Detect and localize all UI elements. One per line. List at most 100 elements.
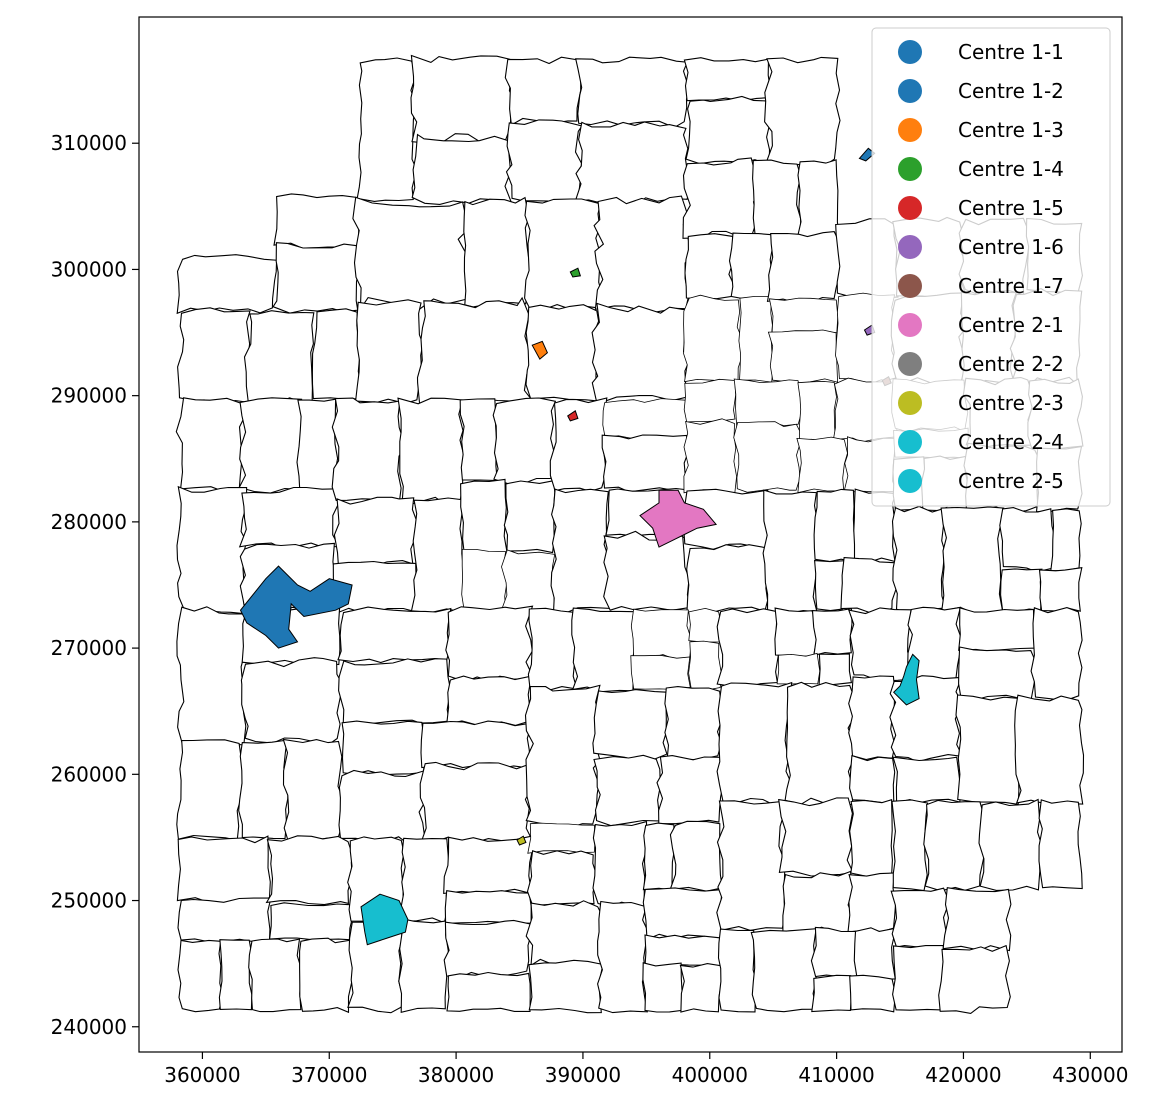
boundary-region — [602, 398, 690, 441]
plot-area — [175, 54, 1085, 1014]
legend-label: Centre 1-5 — [958, 196, 1064, 220]
boundary-region — [400, 837, 450, 924]
boundary-region — [341, 720, 425, 776]
boundary-region — [176, 739, 244, 841]
boundary-region — [840, 557, 898, 614]
boundary-region — [847, 607, 912, 682]
boundary-region — [419, 761, 535, 844]
boundary-region — [550, 488, 612, 614]
boundary-region — [177, 307, 251, 405]
boundary-region — [642, 887, 723, 941]
legend-marker — [898, 313, 922, 337]
boundary-region — [849, 798, 893, 878]
boundary-region — [891, 505, 948, 613]
boundary-region — [331, 397, 407, 505]
boundary-region — [238, 486, 341, 549]
x-tick-label: 400000 — [672, 1063, 748, 1087]
boundary-region — [958, 607, 1037, 652]
boundary-region — [460, 478, 508, 554]
boundary-region — [592, 820, 648, 908]
boundary-region — [796, 436, 848, 494]
boundary-region — [679, 963, 723, 1013]
boundary-region — [176, 606, 247, 746]
boundary-region — [1038, 799, 1083, 890]
legend-marker — [898, 391, 922, 415]
boundary-region — [176, 485, 248, 615]
boundary-region — [445, 605, 535, 683]
boundary-region — [656, 755, 725, 825]
boundary-region — [684, 233, 735, 300]
boundary-region — [176, 835, 271, 905]
boundary-region — [352, 196, 471, 311]
boundary-region — [410, 497, 466, 614]
boundary-region — [527, 607, 578, 692]
legend-marker — [898, 118, 922, 142]
boundary-region — [420, 720, 533, 769]
boundary-region — [265, 835, 354, 906]
boundary-region — [813, 488, 858, 563]
x-axis: 360000 370000 380000 390000 400000 410000 4200… — [164, 1052, 1128, 1087]
boundary-region — [282, 738, 345, 843]
x-tick-label: 360000 — [164, 1063, 240, 1087]
boundary-region — [848, 675, 896, 761]
legend-label: Centre 1-7 — [958, 274, 1064, 298]
boundary-region — [849, 974, 896, 1013]
legend-label: Centre 1-2 — [958, 79, 1064, 103]
boundary-region — [774, 607, 817, 657]
boundary-region — [717, 928, 757, 1013]
boundary-region — [1030, 607, 1083, 702]
legend-label: Centre 2-1 — [958, 313, 1064, 337]
centre-region — [531, 340, 549, 360]
boundary-region — [549, 397, 608, 492]
boundary-region — [1050, 508, 1082, 572]
boundary-region — [685, 95, 772, 167]
boundary-region — [644, 934, 723, 968]
boundary-region — [218, 939, 253, 1011]
boundary-region — [505, 119, 583, 205]
boundary-region — [593, 195, 693, 313]
legend-marker — [898, 469, 922, 493]
centre-region — [569, 267, 582, 278]
legend-label: Centre 2-5 — [958, 469, 1064, 493]
boundary-region — [688, 640, 722, 691]
boundary-region — [571, 607, 636, 693]
boundary-region — [593, 754, 664, 827]
boundary-region — [574, 121, 690, 206]
boundary-region — [923, 799, 985, 892]
legend-box — [871, 27, 1111, 507]
centre-region — [239, 565, 353, 649]
boundary-region — [238, 739, 290, 840]
boundary-region — [338, 658, 452, 726]
centre-region — [360, 893, 409, 946]
boundary-region — [776, 652, 821, 685]
boundary-region — [750, 928, 818, 1013]
y-tick-label: 250000 — [51, 889, 127, 913]
legend: Centre 1-1 Centre 1-2 Centre 1-3 Centre 1-4… — [871, 27, 1111, 507]
boundary-region — [273, 193, 362, 249]
boundary-region — [337, 606, 452, 664]
boundary-region — [525, 900, 603, 967]
boundary-region — [683, 294, 743, 385]
y-tick-label: 270000 — [51, 636, 127, 660]
boundary-region — [410, 54, 513, 144]
boundary-region — [397, 397, 466, 505]
boundary-region — [764, 56, 841, 166]
centre-region — [639, 489, 718, 548]
boundary-region — [716, 608, 781, 688]
y-tick-label: 290000 — [51, 384, 127, 408]
boundary-region — [890, 887, 950, 948]
boundary-region — [938, 944, 1011, 1014]
boundary-region — [847, 872, 897, 933]
boundary-region — [891, 799, 929, 892]
centre-region — [516, 835, 527, 846]
boundary-region — [299, 937, 354, 1014]
legend-marker — [898, 157, 922, 181]
boundary-region — [810, 926, 860, 978]
boundary-region — [592, 689, 668, 762]
boundary-region — [459, 398, 498, 482]
boundary-region — [597, 900, 649, 1014]
boundary-region — [463, 196, 532, 308]
boundary-region — [942, 887, 1012, 952]
boundary-region — [272, 242, 363, 314]
boundary-region — [733, 378, 803, 429]
